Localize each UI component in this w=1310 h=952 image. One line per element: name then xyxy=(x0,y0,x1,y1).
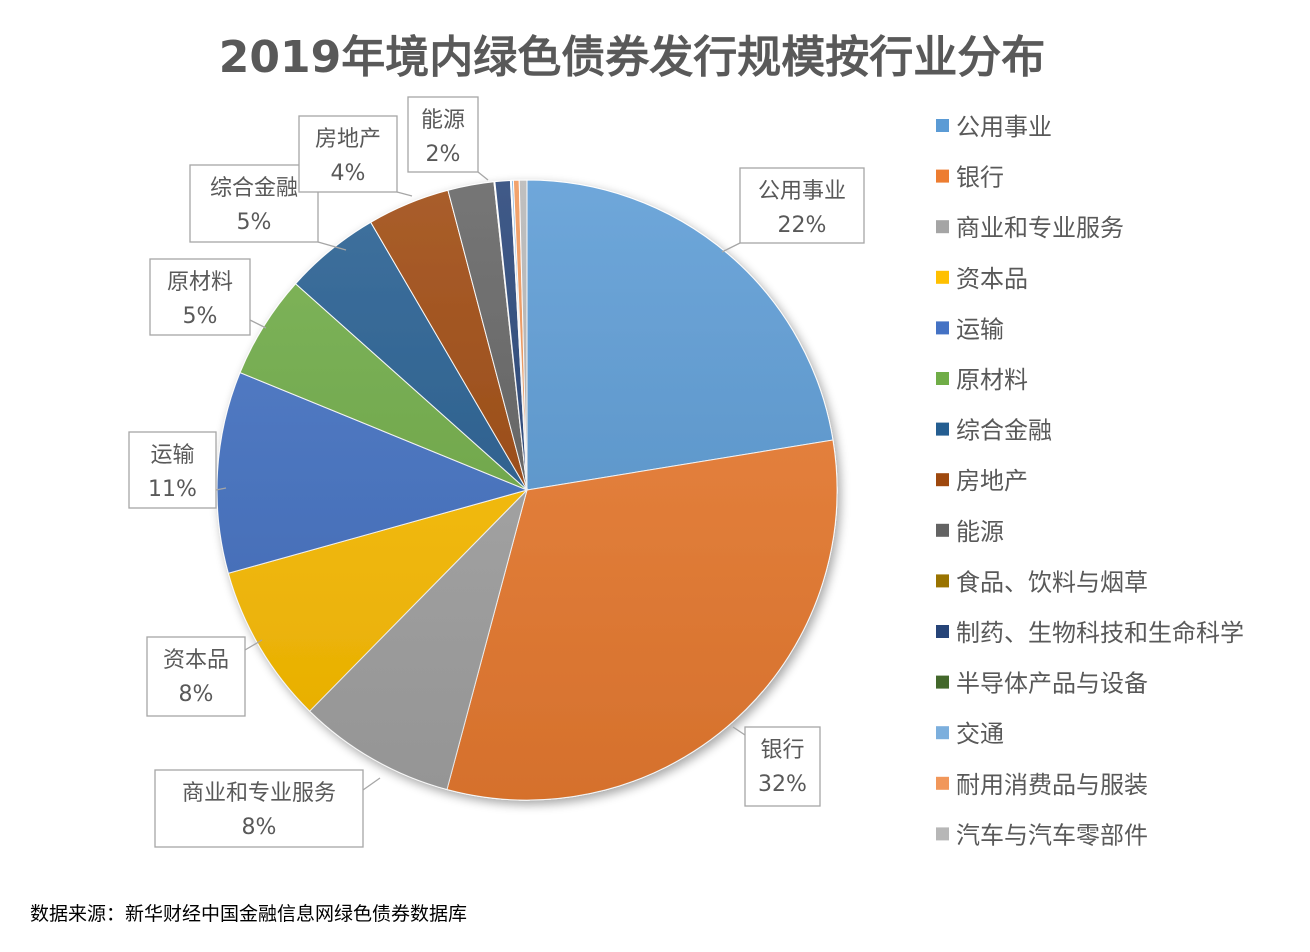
label-percent: 8% xyxy=(242,815,277,840)
label-box xyxy=(298,115,398,193)
legend-label: 公用事业 xyxy=(956,113,1052,141)
label-percent: 5% xyxy=(183,304,218,329)
legend-item-10: 制药、生物科技和生命科学 xyxy=(936,619,1244,647)
legend-swatch xyxy=(936,523,949,537)
leader-line xyxy=(396,191,413,197)
legend-swatch xyxy=(936,321,949,335)
label-category: 综合金融 xyxy=(210,176,298,201)
legend-label: 耐用消费品与服装 xyxy=(956,771,1148,799)
legend-item-11: 半导体产品与设备 xyxy=(936,670,1148,698)
data-label-4: 运输 11% xyxy=(128,431,227,509)
legend-swatch xyxy=(936,574,949,588)
leader-line xyxy=(732,726,746,736)
legend-swatch xyxy=(936,776,949,790)
data-label-6: 综合金融 5% xyxy=(189,164,347,251)
leader-line xyxy=(477,171,489,181)
legend-label: 银行 xyxy=(956,164,1004,192)
legend-swatch xyxy=(936,119,949,132)
leader-line xyxy=(244,639,263,651)
legend-swatch xyxy=(936,220,949,234)
label-category: 资本品 xyxy=(163,648,229,673)
legend-item-1: 银行 xyxy=(936,164,1004,192)
data-label-1: 银行 32% xyxy=(732,726,821,807)
data-label-0: 公用事业 22% xyxy=(721,167,865,253)
legend-label: 汽车与汽车零部件 xyxy=(956,821,1148,849)
legend-item-13: 耐用消费品与服装 xyxy=(936,771,1148,799)
legend-item-0: 公用事业 xyxy=(936,113,1052,141)
legend-label: 能源 xyxy=(956,518,1004,546)
legend-label: 半导体产品与设备 xyxy=(956,670,1148,698)
source-note: 数据来源：新华财经中国金融信息网绿色债券数据库 xyxy=(30,903,467,925)
leader-line xyxy=(317,241,347,251)
label-box xyxy=(146,636,246,717)
legend-item-5: 原材料 xyxy=(936,366,1028,394)
data-label-8: 能源 2% xyxy=(407,96,489,181)
label-percent: 11% xyxy=(148,477,197,502)
pie-slices xyxy=(216,179,838,801)
legend-label: 交通 xyxy=(956,720,1004,748)
legend-item-6: 综合金融 xyxy=(936,417,1052,445)
data-labels: 公用事业22%银行32%商业和专业服务8%资本品8%运输11%原材料5%综合金融… xyxy=(128,96,865,848)
label-category: 银行 xyxy=(760,738,804,763)
legend-swatch xyxy=(936,169,949,183)
legend-swatch xyxy=(936,270,949,284)
label-percent: 4% xyxy=(331,161,366,186)
legend-label: 商业和专业服务 xyxy=(956,214,1124,242)
data-label-3: 资本品 8% xyxy=(146,636,263,717)
leader-line xyxy=(215,487,227,491)
label-box xyxy=(149,258,251,336)
label-percent: 2% xyxy=(426,142,461,167)
legend-swatch xyxy=(936,372,949,385)
label-box xyxy=(407,96,479,173)
data-label-5: 原材料 5% xyxy=(149,258,267,336)
legend-item-4: 运输 xyxy=(936,315,1004,343)
legend-swatch xyxy=(936,473,949,487)
legend-item-14: 汽车与汽车零部件 xyxy=(936,821,1148,849)
legend-item-9: 食品、饮料与烟草 xyxy=(936,568,1148,596)
label-percent: 22% xyxy=(778,213,827,238)
legend-swatch xyxy=(936,675,949,689)
label-box xyxy=(739,167,865,244)
label-category: 原材料 xyxy=(167,270,233,295)
legend-label: 制药、生物科技和生命科学 xyxy=(956,619,1244,647)
label-category: 商业和专业服务 xyxy=(182,781,336,806)
legend: 公用事业银行商业和专业服务资本品运输原材料综合金融房地产能源食品、饮料与烟草制药… xyxy=(936,113,1244,849)
label-category: 能源 xyxy=(421,108,465,133)
legend-label: 食品、饮料与烟草 xyxy=(956,568,1148,596)
legend-label: 综合金融 xyxy=(956,417,1052,445)
chart-title: 2019年境内绿色债券发行规模按行业分布 xyxy=(219,32,1045,83)
label-percent: 8% xyxy=(179,682,214,707)
label-box xyxy=(128,431,217,509)
legend-label: 房地产 xyxy=(956,467,1028,495)
legend-item-2: 商业和专业服务 xyxy=(936,214,1124,242)
legend-item-7: 房地产 xyxy=(936,467,1028,495)
legend-item-12: 交通 xyxy=(936,720,1004,748)
legend-swatch xyxy=(936,726,949,740)
leader-line xyxy=(249,319,267,329)
label-percent: 5% xyxy=(237,210,272,235)
label-box xyxy=(189,164,319,243)
label-category: 运输 xyxy=(150,443,194,468)
legend-item-3: 资本品 xyxy=(936,265,1028,293)
leader-line xyxy=(362,777,381,791)
label-box xyxy=(154,769,364,848)
data-label-7: 房地产 4% xyxy=(298,115,413,197)
legend-label: 资本品 xyxy=(956,265,1028,293)
leader-line xyxy=(721,242,741,253)
label-box xyxy=(744,726,821,807)
label-percent: 32% xyxy=(758,772,807,797)
label-category: 公用事业 xyxy=(758,179,846,204)
legend-label: 运输 xyxy=(956,315,1004,343)
legend-swatch xyxy=(936,422,949,436)
legend-swatch xyxy=(936,827,949,841)
legend-item-8: 能源 xyxy=(936,518,1004,546)
label-category: 房地产 xyxy=(315,127,381,152)
legend-swatch xyxy=(936,625,949,638)
data-label-2: 商业和专业服务 8% xyxy=(154,769,381,848)
legend-label: 原材料 xyxy=(956,366,1028,394)
